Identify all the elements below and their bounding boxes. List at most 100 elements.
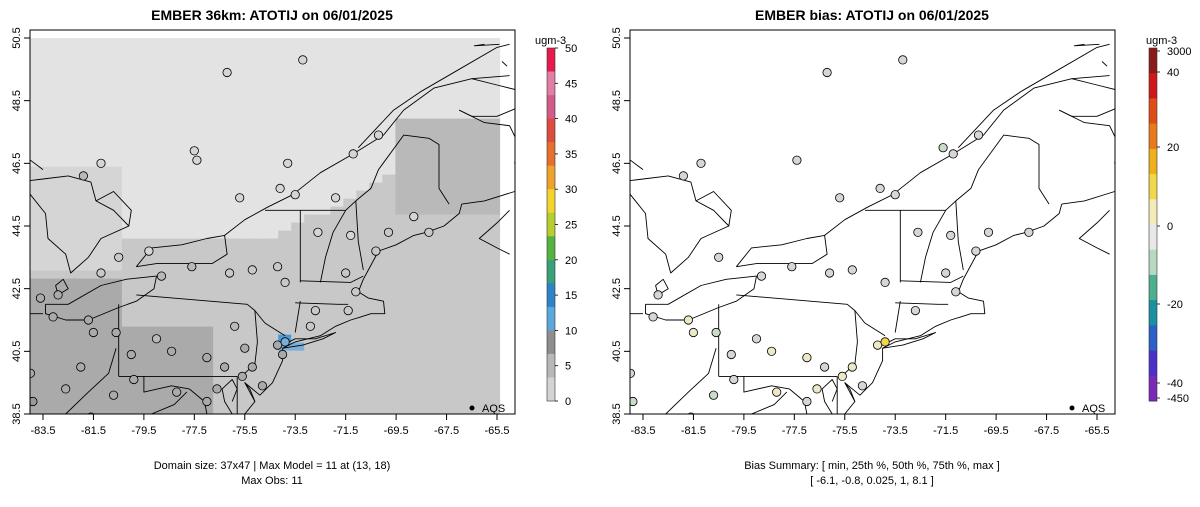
model-cell [43, 406, 58, 414]
model-cell [200, 358, 214, 367]
model-cell [304, 78, 318, 87]
model-cell [174, 318, 188, 327]
model-cell [95, 286, 110, 295]
model-cell [148, 262, 162, 271]
model-cell [82, 270, 97, 279]
model-cell [434, 110, 448, 119]
model-cell [460, 358, 475, 367]
boundary-delawareBay [844, 382, 856, 402]
model-cell [213, 358, 227, 367]
model-cell [95, 110, 110, 119]
model-cell [369, 366, 383, 375]
model-cell [343, 174, 357, 183]
map-boundaries [630, 43, 1115, 414]
observation-point [343, 305, 353, 316]
model-cell [252, 318, 266, 327]
model-cell [239, 318, 253, 327]
model-cell [69, 342, 84, 351]
model-cell [69, 182, 84, 191]
colorbar-swatch [547, 259, 555, 284]
model-cell [30, 38, 45, 47]
model-cell [121, 318, 136, 327]
model-cell [82, 286, 97, 295]
model-cell [265, 78, 279, 87]
model-cell [82, 366, 97, 375]
model-cell [30, 326, 45, 335]
model-cell [108, 86, 123, 95]
model-cell [30, 214, 32, 223]
model-cell [486, 398, 501, 407]
model-cell [108, 318, 123, 327]
colorbar-swatch [1149, 73, 1157, 99]
model-cell [486, 270, 501, 279]
model-cell [187, 166, 201, 175]
model-cell [408, 318, 422, 327]
model-cell [265, 86, 279, 95]
model-cell [30, 166, 32, 175]
model-cell [252, 238, 266, 247]
model-cell [82, 278, 97, 287]
model-cell [278, 102, 292, 111]
model-cell [200, 238, 214, 247]
model-cell [30, 222, 32, 231]
model-cell [252, 102, 266, 111]
model-cell [108, 38, 123, 47]
model-cell [382, 294, 396, 303]
footer-line-1: Domain size: 37x47 | Max Model = 11 at (… [154, 460, 391, 472]
model-cell [421, 278, 435, 287]
model-cell [121, 262, 136, 271]
model-cell [213, 174, 227, 183]
model-cell [161, 278, 175, 287]
x-tick-label: -69.5 [984, 425, 1009, 437]
model-cell [30, 126, 32, 135]
model-cell [408, 190, 422, 199]
model-cell [330, 350, 344, 359]
model-cell [174, 390, 188, 399]
model-cell [148, 78, 162, 87]
model-cell [108, 102, 123, 111]
model-cell [95, 182, 110, 191]
model-cell [291, 254, 305, 263]
model-cell [200, 366, 214, 375]
model-cell [200, 302, 214, 311]
model-cell [95, 118, 110, 127]
model-cell [30, 262, 32, 271]
colorbar-tick-label: 35 [565, 149, 577, 161]
model-cell [121, 390, 136, 399]
model-cell [317, 326, 331, 335]
colorbar-unit: ugm-3 [535, 35, 566, 47]
model-cell [265, 230, 279, 239]
model-cell [161, 174, 175, 183]
observation-point [714, 252, 724, 262]
model-cell [330, 70, 344, 79]
model-cell [43, 278, 58, 287]
model-cell [291, 382, 305, 391]
model-cell [239, 382, 253, 391]
model-cell [82, 70, 97, 79]
model-cell [291, 94, 305, 103]
model-cell [30, 406, 32, 414]
model-cell [174, 262, 188, 271]
model-cell [82, 222, 97, 231]
model-cell [239, 302, 253, 311]
model-cell [265, 70, 279, 79]
model-cell [56, 334, 71, 343]
model-cell [82, 158, 97, 167]
observation-point [96, 158, 106, 168]
model-cell [382, 398, 396, 407]
model-cell [278, 366, 292, 375]
model-cell [356, 246, 370, 255]
model-cell [369, 222, 383, 231]
model-cell [213, 142, 227, 151]
model-cell [226, 350, 240, 359]
model-cell [278, 390, 292, 399]
model-cell [291, 118, 305, 127]
model-cell [226, 334, 240, 343]
model-cell [460, 334, 475, 343]
model-cell [265, 222, 279, 231]
model-cell [486, 86, 501, 95]
model-cell [82, 238, 97, 247]
model-cell [239, 86, 253, 95]
model-cell [56, 278, 71, 287]
model-cell [148, 54, 162, 63]
